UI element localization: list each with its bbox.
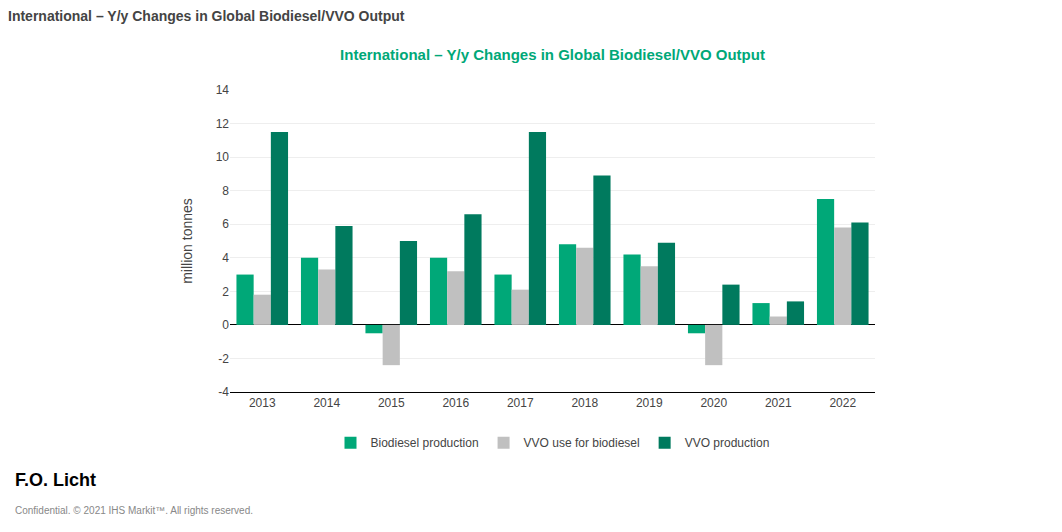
svg-text:VVO use for biodiesel: VVO use for biodiesel (524, 436, 640, 450)
svg-text:-2: -2 (218, 352, 229, 366)
svg-text:6: 6 (222, 217, 229, 231)
svg-text:14: 14 (216, 83, 230, 97)
svg-text:million tonnes: million tonnes (179, 198, 195, 284)
svg-text:2019: 2019 (636, 396, 663, 410)
svg-text:2: 2 (222, 285, 229, 299)
svg-text:2014: 2014 (313, 396, 340, 410)
svg-text:-4: -4 (218, 385, 229, 399)
svg-text:10: 10 (216, 150, 230, 164)
svg-text:2021: 2021 (765, 396, 792, 410)
svg-text:2017: 2017 (507, 396, 534, 410)
svg-text:0: 0 (222, 318, 229, 332)
svg-text:12: 12 (216, 117, 230, 131)
svg-text:Biodiesel production: Biodiesel production (371, 436, 479, 450)
svg-text:Confidential. © 2021 IHS Marki: Confidential. © 2021 IHS Markit™. All ri… (15, 505, 253, 516)
svg-text:International – Y/y Changes in: International – Y/y Changes in Global Bi… (8, 8, 405, 24)
svg-text:F.O. Licht: F.O. Licht (15, 470, 96, 490)
svg-text:VVO production: VVO production (685, 436, 770, 450)
svg-text:8: 8 (222, 184, 229, 198)
svg-text:2020: 2020 (700, 396, 727, 410)
svg-text:2018: 2018 (571, 396, 598, 410)
svg-text:4: 4 (222, 251, 229, 265)
svg-text:International – Y/y Changes in: International – Y/y Changes in Global Bi… (340, 46, 765, 63)
svg-text:2015: 2015 (378, 396, 405, 410)
svg-text:2013: 2013 (249, 396, 276, 410)
svg-text:2022: 2022 (829, 396, 856, 410)
svg-text:2016: 2016 (442, 396, 469, 410)
